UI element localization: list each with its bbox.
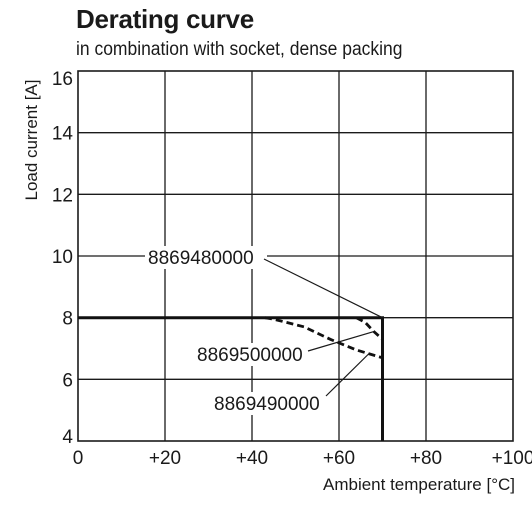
annotation-label: 8869500000 [197,345,303,366]
y-tick-label: 12 [52,185,73,206]
chart-title: Derating curve [76,4,254,34]
y-tick-label: 8 [62,309,73,330]
y-tick-label: 14 [52,124,74,145]
annotation-leader [325,352,370,397]
grid-lines [77,70,514,442]
annotation-label: 8869490000 [214,394,320,415]
tick-labels: 0 +20 +40 +60 +80 +100 4 6 8 10 12 14 16 [52,69,532,469]
chart-subtitle: in combination with socket, dense packin… [76,39,403,60]
x-tick-label: 0 [73,448,84,469]
y-tick-label: 6 [62,370,73,391]
annotation-leader [263,258,383,319]
annotation-leader [307,330,374,352]
y-tick-label: 10 [52,247,73,268]
y-axis-label: Load current [A] [22,80,41,201]
series-line-8869500000 [264,316,383,360]
y-tick-label: 4 [62,427,73,448]
annotation-bg [145,246,267,269]
annotation-bg [211,392,333,415]
x-axis-label: Ambient temperature [°C] [323,475,515,494]
annotation-bg [194,343,316,366]
series-layer [78,316,384,441]
series-line-8869480000 [78,316,384,441]
x-tick-label: +100 [492,448,532,469]
annotation-label: 8869480000 [148,248,254,269]
y-tick-label: 16 [52,69,73,90]
annotation-layer: 8869480000 8869500000 8869490000 [145,246,383,415]
series-line-8869490000 [355,316,384,341]
x-tick-label: +40 [236,448,268,469]
x-tick-label: +60 [323,448,355,469]
x-tick-label: +20 [149,448,181,469]
x-tick-label: +80 [410,448,442,469]
